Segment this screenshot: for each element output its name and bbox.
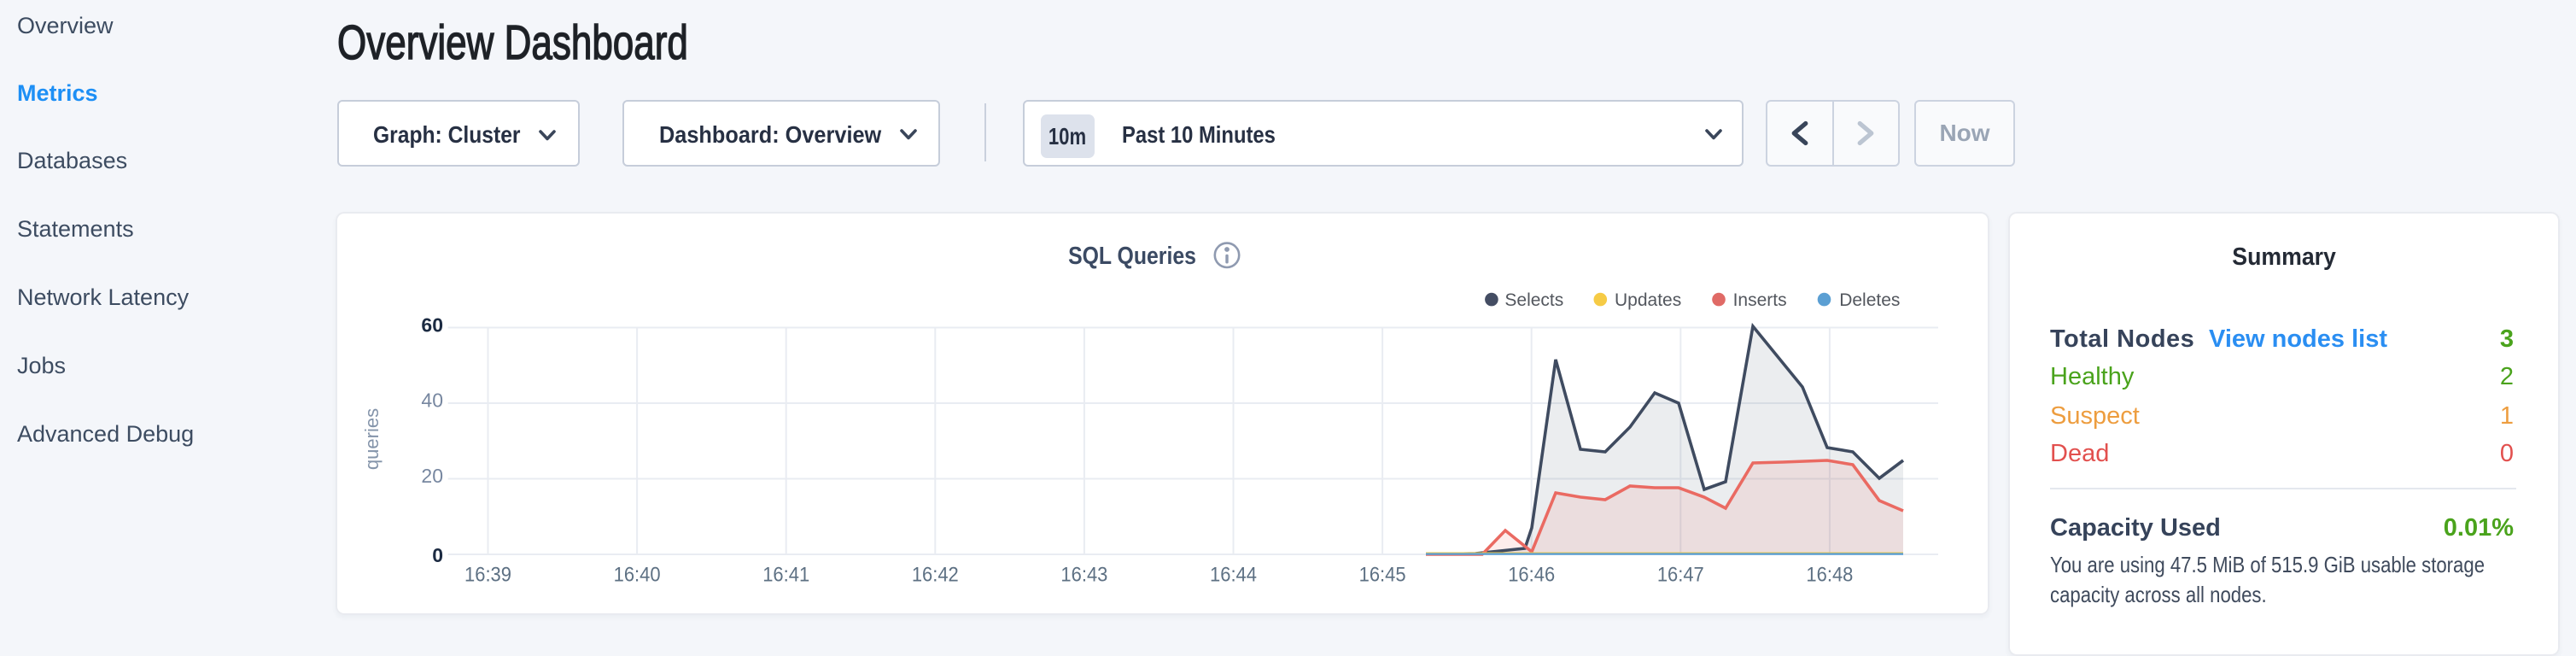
svg-text:60: 60 xyxy=(421,313,443,336)
svg-text:queries: queries xyxy=(361,408,383,470)
svg-text:0: 0 xyxy=(432,544,443,566)
svg-text:Updates: Updates xyxy=(1615,290,1681,310)
svg-text:16:43: 16:43 xyxy=(1060,563,1107,586)
svg-text:40: 40 xyxy=(421,389,443,411)
svg-text:16:39: 16:39 xyxy=(464,563,511,586)
svg-text:16:41: 16:41 xyxy=(762,563,809,586)
svg-text:Inserts: Inserts xyxy=(1733,290,1787,310)
svg-text:16:45: 16:45 xyxy=(1359,563,1406,586)
svg-text:16:40: 16:40 xyxy=(614,563,661,586)
svg-text:16:44: 16:44 xyxy=(1210,563,1257,586)
svg-text:Deletes: Deletes xyxy=(1839,290,1900,310)
svg-text:16:48: 16:48 xyxy=(1806,563,1853,586)
svg-text:16:46: 16:46 xyxy=(1508,563,1555,586)
svg-text:Selects: Selects xyxy=(1504,290,1563,310)
svg-text:16:42: 16:42 xyxy=(912,563,959,586)
svg-text:16:47: 16:47 xyxy=(1657,563,1704,586)
svg-text:SQL Queries: SQL Queries xyxy=(1068,242,1196,269)
svg-text:20: 20 xyxy=(421,465,443,487)
